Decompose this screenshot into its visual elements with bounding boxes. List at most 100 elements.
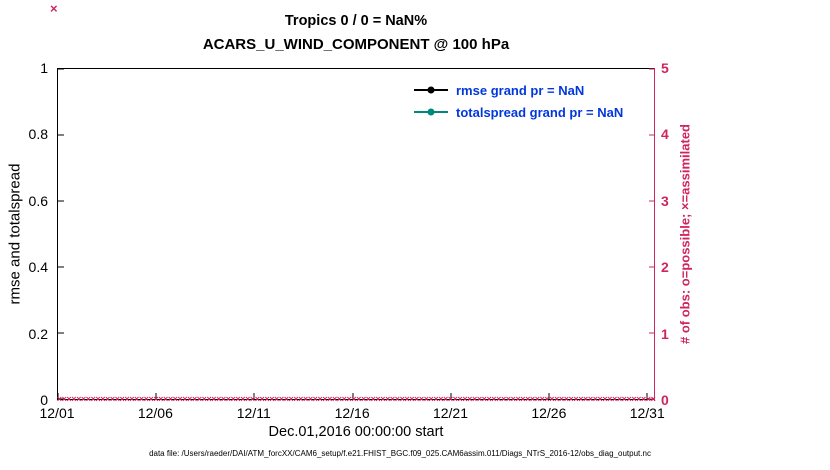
rmse-line-sample [414,86,448,94]
assimilated-obs-marker: × [568,393,574,404]
x-tick-mark [352,393,354,399]
assimilated-obs-marker: × [428,393,434,404]
assimilated-obs-marker: × [592,393,598,404]
assimilated-obs-marker: × [95,393,101,404]
assimilated-obs-marker: × [167,393,174,404]
assimilated-obs-marker: × [621,393,627,404]
assimilated-obs-marker: × [240,393,246,404]
assimilated-obs-marker: × [544,393,550,404]
y-tick-mark [58,200,64,202]
assimilated-obs-marker: × [573,393,579,404]
assimilated-obs-marker: × [486,393,492,404]
assimilated-obs-marker: × [452,393,458,404]
left-tick-marks [58,68,655,400]
assimilated-marker-row: × × × × × × × × × × × × × × × × × × × × × × × × × × × × × × × × × × × × × × × ×… [57,394,656,405]
y-tick-label: 0 [40,392,48,408]
x-tick-label: 12/06 [137,405,173,421]
plot-area: rmse grand pr = NaN totalspread grand pr… [57,67,656,404]
assimilated-obs-marker: × [134,393,140,404]
x-tick-mark [450,393,452,399]
y-tick-mark [649,332,655,334]
right-tick-marks [58,68,655,400]
y-tick-label: 1 [661,325,669,342]
assimilated-obs-marker: × [254,393,260,404]
assimilated-obs-marker: × [365,393,372,404]
assimilated-obs-marker: × [645,393,652,404]
assimilated-obs-marker: × [293,393,299,404]
assimilated-obs-marker: × [438,393,444,404]
assimilated-obs-marker: × [418,393,425,404]
assimilated-obs-marker: × [360,393,367,404]
x-tick-mark [646,393,648,399]
assimilated-obs-marker: × [447,393,454,404]
title-line1: Tropics 0 / 0 = NaN% [284,13,428,29]
y-tick-mark [649,200,655,202]
assimilated-obs-marker: × [351,393,357,404]
assimilated-obs-marker: × [298,393,304,404]
assimilated-obs-marker: × [191,393,198,404]
assimilated-obs-marker: × [56,393,63,404]
assimilated-obs-marker: × [331,393,338,404]
assimilated-obs-marker: × [216,393,222,404]
assimilated-obs-marker: × [375,393,381,404]
assimilated-obs-marker: × [549,393,555,404]
assimilated-obs-marker: × [389,393,396,404]
assimilated-obs-marker: × [587,393,594,404]
assimilated-obs-marker: × [230,393,236,404]
assimilated-obs-marker: × [100,393,106,404]
assimilated-obs-marker: × [443,393,449,404]
x-tick-label: 12/26 [531,405,567,421]
y-tick-mark [58,332,64,334]
assimilated-obs-marker: × [597,393,603,404]
assimilated-obs-marker: × [356,393,362,404]
assimilated-obs-marker: × [274,393,280,404]
assimilated-obs-marker: × [80,393,87,404]
assimilated-obs-marker: × [61,393,67,404]
legend-entry-totalspread: totalspread grand pr = NaN [414,101,623,123]
assimilated-obs-marker: × [476,393,483,404]
assimilated-obs-marker: × [607,393,613,404]
assimilated-obs-marker: × [491,393,497,404]
assimilated-obs-marker: × [85,393,91,404]
assimilated-obs-marker: × [457,393,463,404]
assimilated-obs-marker: × [636,393,642,404]
assimilated-obs-marker: × [76,393,82,404]
x-tick-mark [155,393,157,399]
assimilated-obs-marker: × [177,393,183,404]
assimilated-obs-marker: × [158,393,164,404]
y-tick-mark [649,266,655,268]
assimilated-obs-marker: × [505,393,512,404]
y-tick-label: 1 [40,60,48,76]
legend-entry-rmse: rmse grand pr = NaN [414,79,623,101]
assimilated-obs-marker: × [370,393,376,404]
assimilated-obs-marker: × [153,393,159,404]
y-tick-mark [649,134,655,136]
assimilated-obs-marker: × [336,393,343,404]
assimilated-obs-marker: × [288,393,294,404]
y-tick-label: 0.4 [28,259,48,276]
assimilated-obs-marker: × [471,393,478,404]
assimilated-obs-marker: × [558,393,565,404]
y-tick-label: 5 [661,60,669,76]
x-tick-label: 12/31 [629,405,665,421]
assimilated-obs-marker: × [640,393,647,404]
y-tick-label: 0 [661,392,669,408]
chart-title: Tropics 0 / 0 = NaN% ACARS_U_WIND_COMPON… [57,13,655,53]
x-tick-label: 12/01 [39,405,75,421]
assimilated-obs-marker: × [269,393,275,404]
stray-obs-marker: × [50,1,58,16]
assimilated-obs-marker: × [129,393,135,404]
assimilated-obs-marker: × [481,393,487,404]
y-tick-label: 0.6 [28,192,48,209]
totalspread-marker-dot [427,108,435,116]
y-tick-mark [649,68,655,70]
assimilated-obs-marker: × [172,393,178,404]
x-tick-label: 12/11 [236,405,271,421]
y-tick-mark [58,398,64,400]
assimilated-obs-marker: × [307,393,314,404]
title-line2: ACARS_U_WIND_COMPONENT @ 100 hPa [202,36,510,53]
assimilated-obs-marker: × [626,393,632,404]
y-tick-label: 3 [661,192,669,209]
assimilated-obs-marker: × [529,393,536,404]
